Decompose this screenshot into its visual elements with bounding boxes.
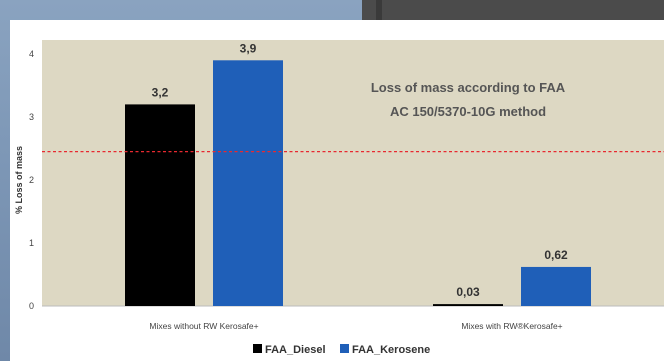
legend-swatch-diesel <box>253 344 262 353</box>
y-tick-label: 3 <box>29 112 34 122</box>
bars-group <box>125 60 591 307</box>
y-tick-label: 0 <box>29 301 34 311</box>
bar-labels-group: 3,2 0,03 3,9 0,62 <box>152 41 568 299</box>
data-label: 0,03 <box>456 285 480 299</box>
slide-background-right <box>362 0 664 20</box>
bar-faa-kerosene <box>521 266 591 306</box>
y-tick-label: 4 <box>29 49 34 59</box>
legend: FAA_Diesel FAA_Kerosene <box>253 344 430 356</box>
legend-label-diesel: FAA_Diesel <box>265 344 326 356</box>
y-tick-label: 2 <box>29 175 34 185</box>
annotation-line-2: AC 150/5370-10G method <box>390 104 546 119</box>
y-axis-label: % Loss of mass <box>14 146 24 214</box>
data-label: 0,62 <box>544 248 568 262</box>
bar-faa-diesel <box>125 104 195 307</box>
y-tick-label: 1 <box>29 238 34 248</box>
annotation-line-1: Loss of mass according to FAA <box>371 80 566 95</box>
legend-swatch-kerosene <box>340 344 349 353</box>
category-label: Mixes without RW Kerosafe+ <box>149 321 258 331</box>
bar-faa-diesel <box>433 304 503 306</box>
data-label: 3,9 <box>240 41 257 55</box>
bar-faa-kerosene <box>213 60 283 306</box>
data-label: 3,2 <box>152 85 169 99</box>
category-label: Mixes with RW®Kerosafe+ <box>461 321 562 331</box>
legend-label-kerosene: FAA_Kerosene <box>352 344 430 356</box>
y-axis: 0 1 2 3 4 <box>29 49 34 311</box>
